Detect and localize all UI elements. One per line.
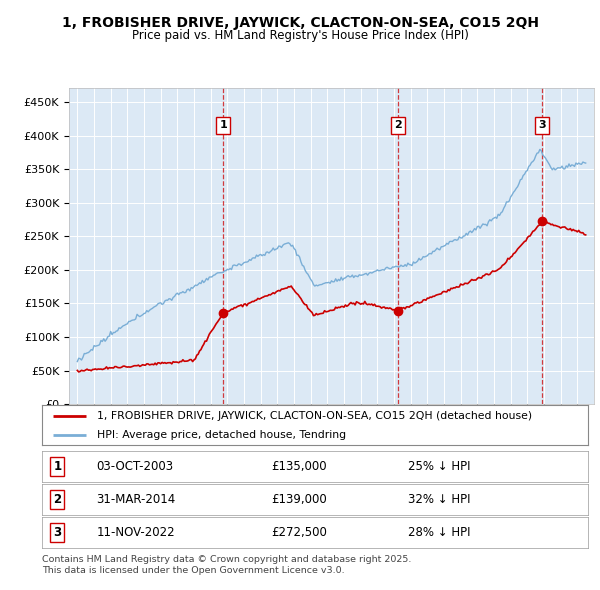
Text: Contains HM Land Registry data © Crown copyright and database right 2025.
This d: Contains HM Land Registry data © Crown c… — [42, 555, 412, 575]
Text: £272,500: £272,500 — [271, 526, 327, 539]
Text: 3: 3 — [53, 526, 61, 539]
Text: 1, FROBISHER DRIVE, JAYWICK, CLACTON-ON-SEA, CO15 2QH (detached house): 1, FROBISHER DRIVE, JAYWICK, CLACTON-ON-… — [97, 411, 532, 421]
Text: 2: 2 — [53, 493, 61, 506]
Text: Price paid vs. HM Land Registry's House Price Index (HPI): Price paid vs. HM Land Registry's House … — [131, 29, 469, 42]
Text: 32% ↓ HPI: 32% ↓ HPI — [408, 493, 470, 506]
Text: 2: 2 — [394, 120, 402, 130]
Text: 1: 1 — [53, 460, 61, 473]
Text: HPI: Average price, detached house, Tendring: HPI: Average price, detached house, Tend… — [97, 430, 346, 440]
Text: 1, FROBISHER DRIVE, JAYWICK, CLACTON-ON-SEA, CO15 2QH: 1, FROBISHER DRIVE, JAYWICK, CLACTON-ON-… — [62, 16, 539, 30]
Text: 25% ↓ HPI: 25% ↓ HPI — [408, 460, 470, 473]
Text: 11-NOV-2022: 11-NOV-2022 — [97, 526, 175, 539]
Text: 28% ↓ HPI: 28% ↓ HPI — [408, 526, 470, 539]
Text: £139,000: £139,000 — [271, 493, 327, 506]
Text: 3: 3 — [538, 120, 545, 130]
Text: £135,000: £135,000 — [271, 460, 327, 473]
Text: 1: 1 — [219, 120, 227, 130]
Text: 31-MAR-2014: 31-MAR-2014 — [97, 493, 176, 506]
Text: 03-OCT-2003: 03-OCT-2003 — [97, 460, 174, 473]
